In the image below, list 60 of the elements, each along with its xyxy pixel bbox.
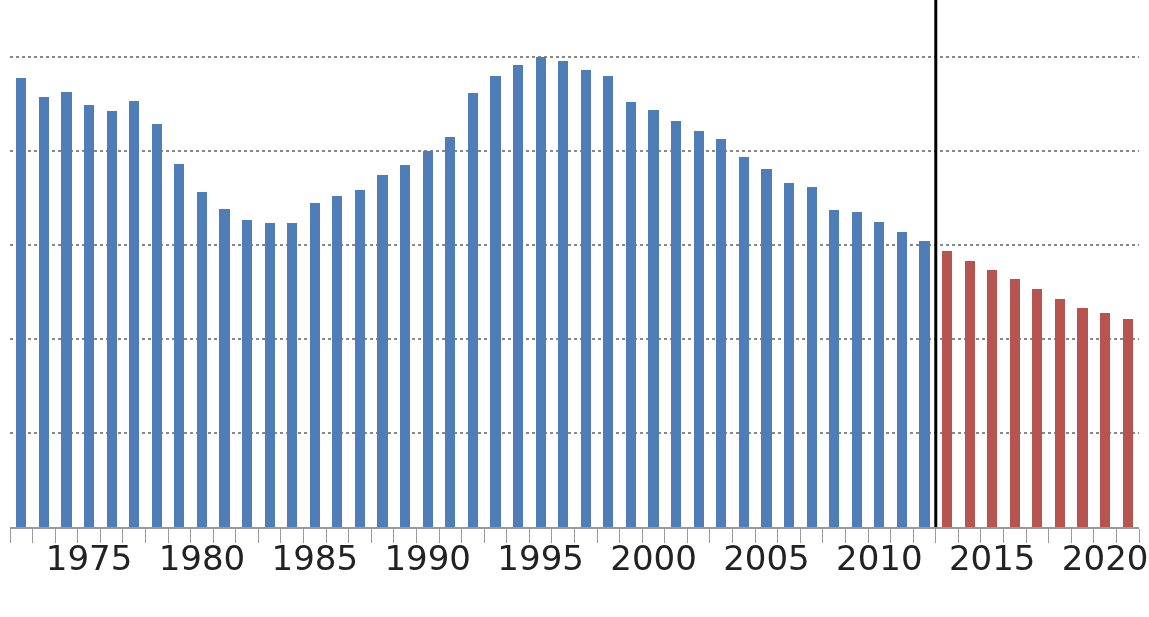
bar <box>1032 289 1042 527</box>
bar <box>739 157 749 527</box>
bar <box>1010 279 1020 527</box>
bar <box>107 111 117 527</box>
bar <box>468 93 478 527</box>
bar <box>897 232 907 527</box>
x-tick-label: 2015 <box>948 537 1036 578</box>
bar <box>219 209 230 527</box>
x-tick-label: 1990 <box>384 537 471 578</box>
bar <box>694 131 704 527</box>
bar <box>445 137 455 527</box>
bar <box>39 97 49 527</box>
bar <box>310 203 320 527</box>
bar <box>603 76 613 527</box>
bar <box>61 92 72 527</box>
bar <box>152 124 162 527</box>
x-tick-label: 2010 <box>836 537 923 578</box>
bar <box>490 76 501 527</box>
bar <box>84 105 94 527</box>
bar <box>423 151 433 527</box>
x-tick-label: 2000 <box>610 537 697 578</box>
bar <box>536 57 546 527</box>
bar <box>1077 308 1088 527</box>
bar <box>1100 313 1110 527</box>
bar <box>377 175 388 527</box>
x-tick-label: 1980 <box>158 537 246 578</box>
bar <box>807 187 817 527</box>
bar <box>852 212 862 527</box>
bar <box>16 78 26 527</box>
x-tick-label: 2005 <box>723 537 810 578</box>
bar <box>716 139 726 527</box>
bar <box>558 61 568 527</box>
x-tick-label: 2020 <box>1061 537 1149 578</box>
bar <box>287 223 297 527</box>
bar <box>965 261 975 527</box>
bar <box>874 222 884 527</box>
bar <box>400 165 410 527</box>
bar <box>829 210 839 527</box>
bar <box>648 110 659 527</box>
bar <box>242 220 252 527</box>
bar <box>919 241 930 527</box>
bar <box>581 70 591 527</box>
bar <box>197 192 207 527</box>
bar <box>129 101 139 527</box>
bar <box>1055 299 1065 527</box>
bar <box>987 270 997 527</box>
bar <box>761 169 772 527</box>
bar <box>332 196 342 527</box>
bar <box>174 164 184 527</box>
x-tick-label: 1985 <box>271 537 359 578</box>
bar <box>355 190 365 527</box>
bar <box>1123 319 1133 527</box>
bar <box>265 223 275 527</box>
bar <box>513 65 523 527</box>
bar <box>626 102 636 527</box>
x-tick-label: 1975 <box>45 537 133 578</box>
x-tick-label: 1995 <box>497 537 584 578</box>
bar <box>942 251 952 527</box>
bar <box>671 121 681 527</box>
bar <box>784 183 794 527</box>
